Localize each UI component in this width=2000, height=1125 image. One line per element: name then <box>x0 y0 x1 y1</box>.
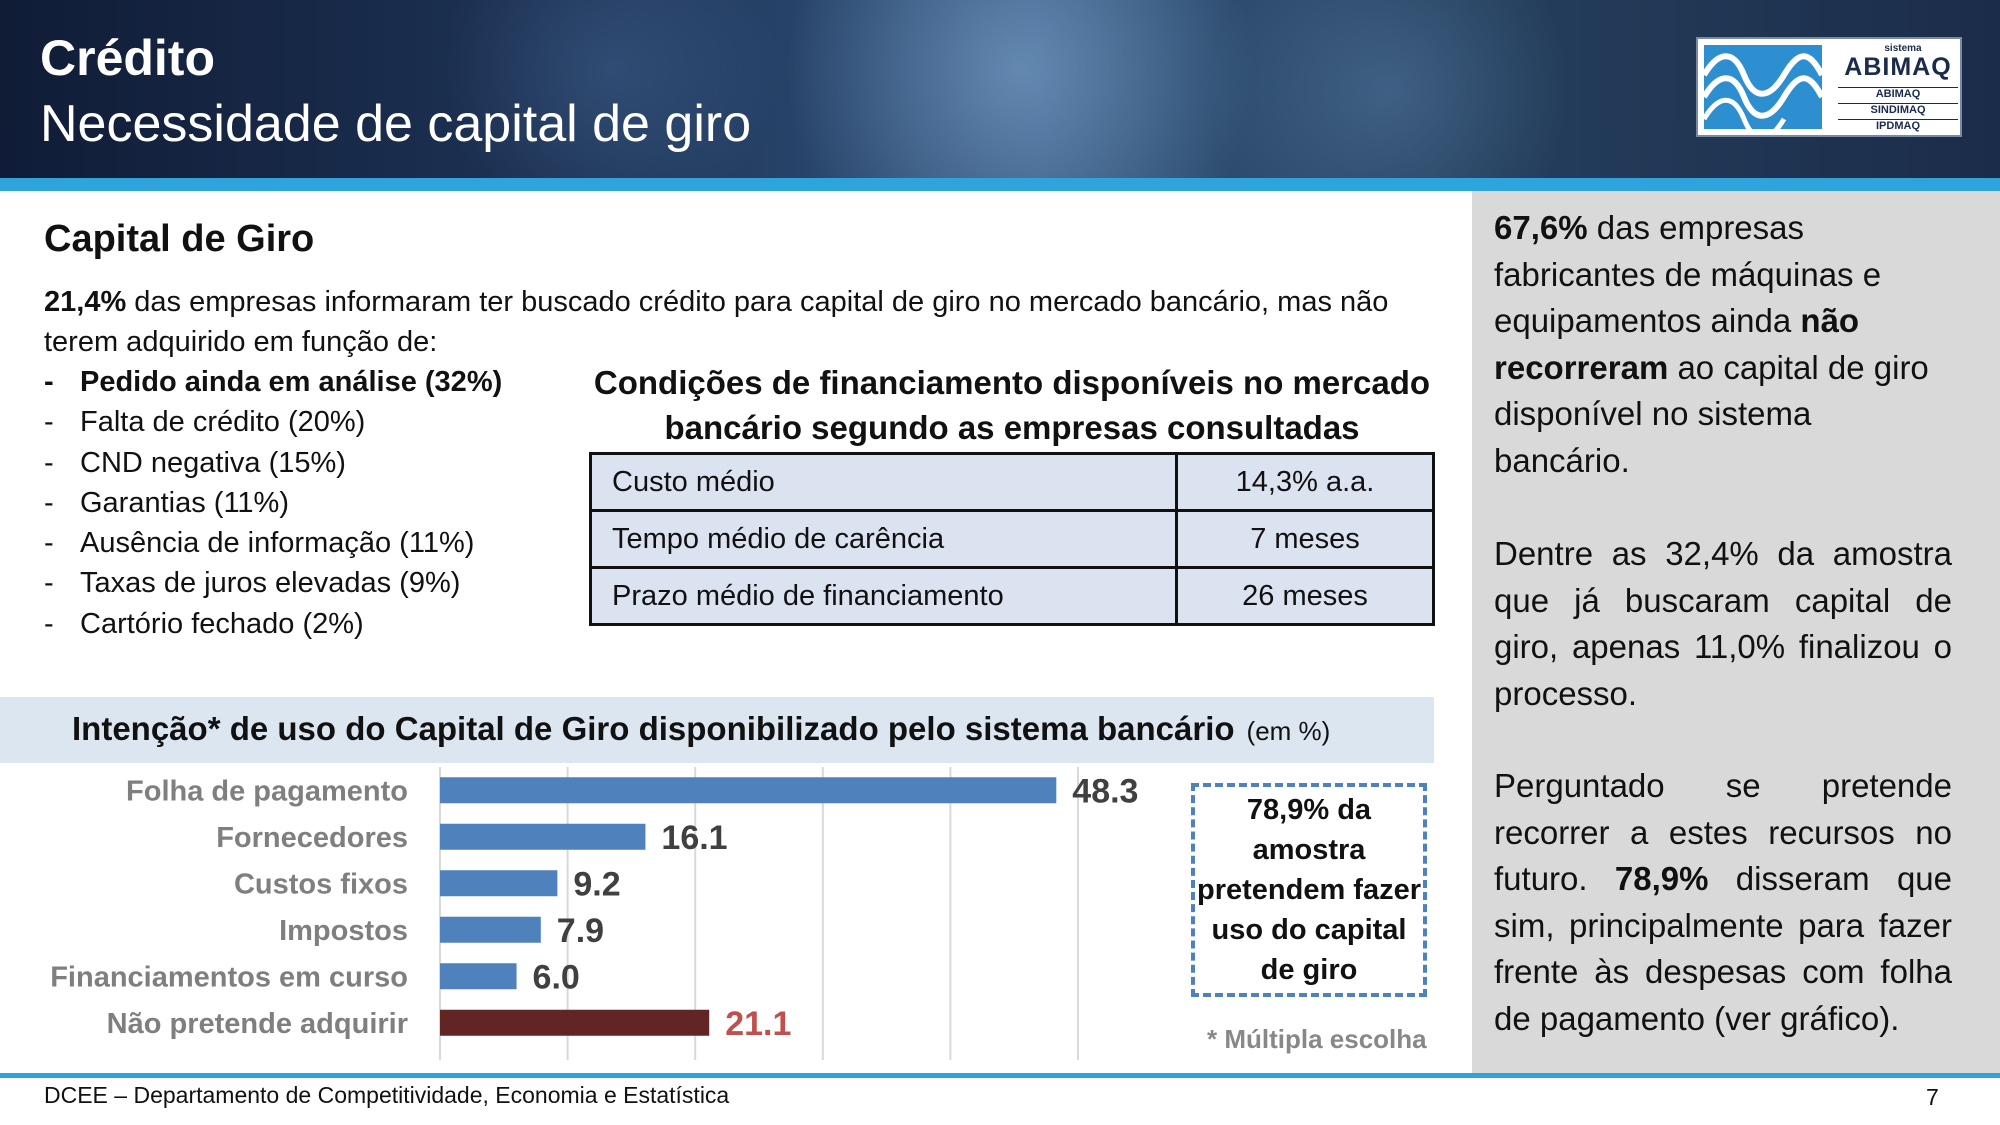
list-dash: - <box>44 406 54 439</box>
footer-text: DCEE – Departamento de Competitividade, … <box>44 1082 730 1108</box>
financing-table-title: Condições de financiamento disponíveis n… <box>593 364 1431 446</box>
side-text-run: Perguntado se pretende recorrer a estes … <box>1494 767 1952 897</box>
footer-accent-rule <box>0 1073 2000 1078</box>
bar <box>440 916 541 943</box>
side-paragraph-2: Dentre as 32,4% da amostra que já buscar… <box>1494 531 1952 717</box>
bar <box>440 823 646 850</box>
table-cell-label: Custo médio <box>589 452 1178 512</box>
category-label: Impostos <box>279 915 408 947</box>
bar <box>440 1009 710 1036</box>
banner-glow <box>1180 0 1600 178</box>
bar <box>440 777 1057 804</box>
reasons-list: - Pedido ainda em análise (32%) - Falta de… <box>44 362 502 644</box>
side-text-run: 78,9% <box>1614 860 1709 897</box>
financing-table: Custo médio 14,3% a.a. Tempo médio de ca… <box>589 452 1435 626</box>
data-label: 6.0 <box>533 958 580 996</box>
list-dash: - <box>44 366 54 398</box>
section-title: Capital de Giro <box>44 218 315 260</box>
list-dash: - <box>44 446 54 479</box>
reason-text: Garantias (11%) <box>80 486 289 519</box>
list-item: - Falta de crédito (20%) <box>44 402 502 442</box>
abimaq-logo: sistema ABIMAQ ABIMAQ SINDIMAQ IPDMAQ <box>1696 37 1962 137</box>
slide-title: Crédito <box>40 30 215 86</box>
data-label: 16.1 <box>661 819 727 857</box>
chart-note: * Múltipla escolha <box>1207 1024 1427 1054</box>
table-cell-value: 14,3% a.a. <box>1175 452 1435 512</box>
logo-name: ABIMAQ <box>1844 53 1952 81</box>
reason-text: Pedido ainda em análise (32%) <box>80 366 503 398</box>
callout-box: 78,9% da amostra pretendem fazer uso do … <box>1191 783 1427 997</box>
callout-text: 78,9% da amostra pretendem fazer uso do … <box>1196 794 1421 986</box>
table-cell-label: Prazo médio de financiamento <box>589 566 1178 626</box>
list-dash: - <box>44 527 54 560</box>
abimaq-logo-mark-icon <box>1704 45 1822 129</box>
logo-entity: SINDIMAQ <box>1838 103 1958 116</box>
chart-title-text: Intenção* de uso do Capital de Giro disp… <box>72 710 1235 747</box>
data-label: 7.9 <box>557 912 604 950</box>
page-number: 7 <box>1926 1084 1939 1110</box>
table-row: Custo médio 14,3% a.a. <box>589 452 1435 512</box>
side-text-run: ao capital de giro disponível no sistema… <box>1494 348 1929 479</box>
list-dash: - <box>44 607 54 640</box>
header-accent-rule <box>0 178 2000 191</box>
list-item: - CND negativa (15%) <box>44 443 502 483</box>
logo-entity: IPDMAQ <box>1838 119 1958 132</box>
category-label: Fornecedores <box>216 822 408 854</box>
slide-subtitle: Necessidade de capital de giro <box>40 95 752 153</box>
reason-text: Taxas de juros elevadas (9%) <box>80 567 461 600</box>
table-row: Prazo médio de financiamento 26 meses <box>589 566 1435 626</box>
bar <box>440 870 558 897</box>
list-dash: - <box>44 486 54 519</box>
data-label: 9.2 <box>573 865 620 903</box>
logo-sistema-text: sistema <box>1884 43 1922 54</box>
side-text-run: Dentre as 32,4% da amostra que já buscar… <box>1494 535 1952 712</box>
reason-text: CND negativa (15%) <box>80 446 346 479</box>
table-cell-value: 26 meses <box>1175 566 1435 626</box>
header-banner: Crédito Necessidade de capital de giro s… <box>0 0 2000 178</box>
category-label: Custos fixos <box>234 868 408 900</box>
data-label: 21.1 <box>725 1005 791 1043</box>
reason-text: Cartório fechado (2%) <box>80 607 364 640</box>
bar <box>440 963 517 990</box>
side-panel: 67,6% das empresas fabricantes de máquin… <box>1472 191 2000 1073</box>
category-label: Financiamentos em curso <box>50 961 408 993</box>
list-item: - Pedido ainda em análise (32%) <box>44 362 502 402</box>
category-label: Não pretende adquirir <box>107 1008 408 1040</box>
list-dash: - <box>44 567 54 600</box>
chart-header: Intenção* de uso do Capital de Giro disp… <box>0 697 1434 763</box>
table-cell-label: Tempo médio de carência <box>589 509 1178 569</box>
data-label: 48.3 <box>1072 772 1138 810</box>
chart-title: Intenção* de uso do Capital de Giro disp… <box>72 710 1330 748</box>
bar-chart: Folha de pagamento 48.3 Fornecedores 16.1 Cu… <box>50 767 1138 1060</box>
list-item: - Taxas de juros elevadas (9%) <box>44 563 502 603</box>
reason-text: Falta de crédito (20%) <box>80 406 366 439</box>
intro-highlight: 21,4% <box>44 286 127 318</box>
side-text-run: 67,6% <box>1494 209 1588 246</box>
list-item: - Ausência de informação (11%) <box>44 523 502 563</box>
side-paragraph-3: Perguntado se pretende recorrer a estes … <box>1494 763 1952 1042</box>
side-text-run: disseram que sim, principalmente para fa… <box>1494 860 1952 1037</box>
table-row: Tempo médio de carência 7 meses <box>589 509 1435 569</box>
banner-glow <box>420 0 800 178</box>
list-item: - Cartório fechado (2%) <box>44 604 502 644</box>
category-label: Folha de pagamento <box>126 775 408 807</box>
list-item: - Garantias (11%) <box>44 483 502 523</box>
table-cell-value: 7 meses <box>1175 509 1435 569</box>
chart-units: (em %) <box>1246 716 1331 746</box>
side-text-run: não recorreram <box>1494 302 1860 386</box>
banner-glow <box>760 0 1280 178</box>
intro-text: das empresas informaram ter buscado créd… <box>44 286 1389 358</box>
intro-paragraph: 21,4% das empresas informaram ter buscad… <box>44 282 1444 362</box>
side-text-run: das empresas fabricantes de máquinas e e… <box>1494 209 1882 339</box>
side-paragraph-1: 67,6% das empresas fabricantes de máquin… <box>1494 205 1952 484</box>
reason-text: Ausência de informação (11%) <box>80 527 475 560</box>
logo-entity: ABIMAQ <box>1838 87 1958 100</box>
